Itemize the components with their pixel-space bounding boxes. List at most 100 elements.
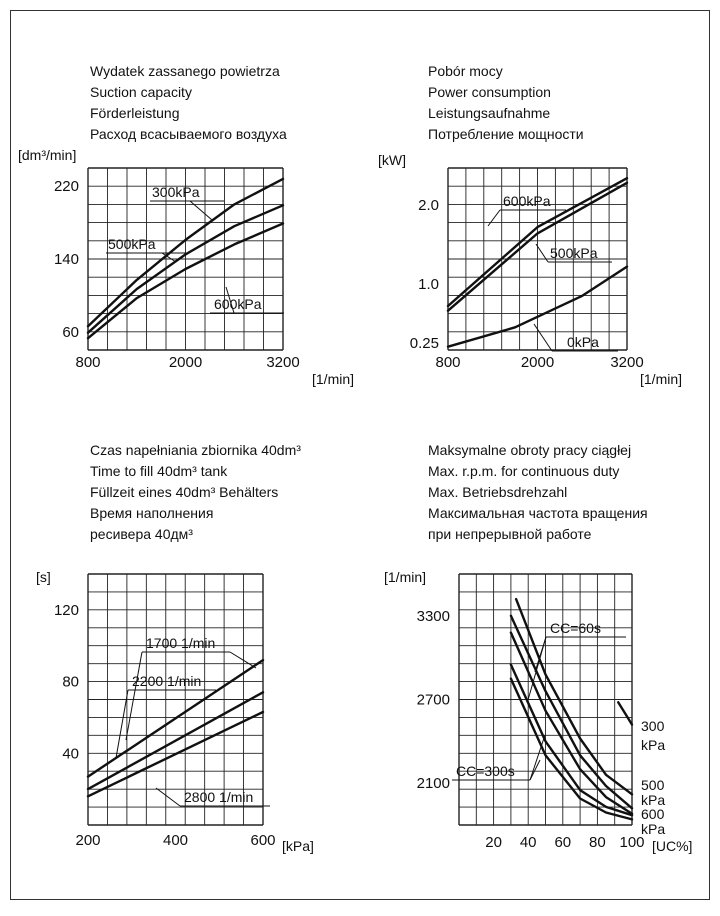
x-tick-label: 3200 bbox=[266, 354, 299, 371]
leader-line bbox=[535, 243, 549, 263]
chart-title-line: Расход всасываемого воздуха bbox=[90, 126, 287, 142]
chart-time-to-fill: Czas napełniania zbiornika 40dm³ Time to… bbox=[36, 442, 314, 854]
chart-title-block: Maksymalne obroty pracy ciągłej Max. r.p… bbox=[428, 442, 648, 542]
y-tick-label: 220 bbox=[54, 178, 79, 195]
chart-title-line: Max. r.p.m. for continuous duty bbox=[428, 463, 619, 479]
chart-power-consumption: Pobór mocy Power consumption Leistungsau… bbox=[378, 63, 682, 387]
y-tick-label: 0.25 bbox=[410, 335, 439, 352]
chart-title-line: Wydatek zassanego powietrza bbox=[90, 63, 280, 79]
series-line bbox=[86, 222, 285, 340]
chart-title-line: Time to fill 40dm³ tank bbox=[90, 463, 228, 479]
series-line bbox=[509, 677, 634, 821]
chart-title-line: Förderleistung bbox=[90, 105, 180, 121]
chart-title-line: Leistungsaufnahme bbox=[428, 105, 550, 121]
tick-labels: 800 2000 3200 60 140 220 bbox=[54, 178, 300, 371]
plot-grid bbox=[458, 573, 633, 826]
series-line bbox=[509, 663, 634, 817]
x-axis-label: [kPa] bbox=[282, 838, 314, 854]
y-axis-label: [kW] bbox=[378, 152, 406, 168]
series-label: 1700 1/min bbox=[146, 635, 215, 651]
series-label: 300kPa bbox=[152, 184, 200, 200]
side-label: kPa bbox=[641, 737, 665, 753]
leader-line bbox=[115, 689, 129, 759]
tick-labels: 800 2000 3200 0.25 1.0 2.0 bbox=[410, 197, 644, 371]
series-line bbox=[446, 265, 629, 348]
series-label: 600kPa bbox=[214, 296, 262, 312]
leader-line bbox=[529, 759, 541, 781]
y-tick-label: 60 bbox=[62, 324, 79, 341]
chart-title-line: Maksymalne obroty pracy ciągłej bbox=[428, 442, 631, 458]
chart-title-line: Power consumption bbox=[428, 84, 551, 100]
chart-title-line: Max. Betriebsdrehzahl bbox=[428, 484, 567, 500]
x-tick-label: 3200 bbox=[610, 354, 643, 371]
pressure-side-labels: 300 kPa 500 kPa 600 kPa bbox=[641, 718, 665, 837]
plot-grid bbox=[87, 573, 264, 826]
chart-title-line: при непрерывной работе bbox=[428, 526, 592, 542]
series-labels: 300kPa 500kPa 600kPa bbox=[106, 184, 284, 314]
x-tick-label: 200 bbox=[75, 832, 100, 849]
series-lines bbox=[509, 597, 634, 821]
y-tick-label: 80 bbox=[62, 674, 79, 691]
y-tick-label: 2700 bbox=[417, 692, 450, 709]
series-line bbox=[86, 204, 285, 334]
series-lines bbox=[86, 177, 285, 340]
leader-line bbox=[529, 734, 546, 781]
side-label: kPa bbox=[641, 792, 665, 808]
chart-title-block: Wydatek zassanego powietrza Suction capa… bbox=[90, 63, 287, 142]
curve-group-label: CC=60s bbox=[550, 620, 601, 636]
leader-line bbox=[189, 200, 213, 221]
series-label: 500kPa bbox=[108, 236, 156, 252]
series-line bbox=[446, 181, 629, 312]
x-tick-label: 40 bbox=[520, 834, 537, 851]
series-line bbox=[86, 177, 285, 328]
series-line bbox=[617, 701, 634, 726]
tick-labels: 20 40 60 80 100 2100 2700 3300 bbox=[417, 608, 645, 851]
chart-max-rpm: Maksymalne obroty pracy ciągłej Max. r.p… bbox=[384, 442, 692, 854]
leader-line bbox=[161, 252, 177, 263]
series-label: 2800 1/min bbox=[184, 789, 253, 805]
y-tick-label: 1.0 bbox=[418, 276, 439, 293]
leader-line bbox=[125, 651, 143, 741]
x-tick-label: 80 bbox=[589, 834, 606, 851]
series-labels: 1700 1/min 2200 1/min 2800 1/min bbox=[128, 635, 270, 807]
side-label: 500 bbox=[641, 777, 665, 793]
y-tick-label: 3300 bbox=[417, 608, 450, 625]
y-axis-label: [1/min] bbox=[384, 569, 426, 585]
chart-title-block: Pobór mocy Power consumption Leistungsau… bbox=[428, 63, 584, 142]
chart-suction-capacity: Wydatek zassanego powietrza Suction capa… bbox=[18, 63, 354, 387]
y-tick-label: 2100 bbox=[417, 775, 450, 792]
series-line bbox=[86, 710, 265, 798]
leader-line bbox=[534, 636, 547, 673]
plot-grid bbox=[447, 167, 628, 351]
series-labels: 600kPa 500kPa 0kPa bbox=[500, 193, 618, 352]
chart-title-block: Czas napełniania zbiornika 40dm³ Time to… bbox=[90, 442, 301, 542]
y-axis-label: [dm³/min] bbox=[18, 147, 76, 163]
leader-line bbox=[229, 651, 257, 669]
x-tick-label: 800 bbox=[75, 354, 100, 371]
chart-title-line: ресивера 40дм³ bbox=[90, 526, 193, 542]
x-axis-label: [UC%] bbox=[652, 838, 692, 854]
series-label: 2200 1/min bbox=[132, 673, 201, 689]
chart-title-line: Pobór mocy bbox=[428, 63, 503, 79]
series-line bbox=[509, 614, 634, 810]
x-tick-label: 60 bbox=[554, 834, 571, 851]
x-tick-label: 100 bbox=[619, 834, 644, 851]
series-label: 0kPa bbox=[567, 334, 599, 350]
x-tick-label: 2000 bbox=[521, 354, 554, 371]
x-tick-label: 800 bbox=[435, 354, 460, 371]
curve-group-label: CC=300s bbox=[456, 763, 515, 779]
x-axis-label: [1/min] bbox=[640, 371, 682, 387]
leader-line bbox=[225, 286, 235, 314]
y-tick-label: 140 bbox=[54, 251, 79, 268]
tick-labels: 200 400 600 40 80 120 bbox=[54, 602, 276, 849]
chart-title-line: Максимальная частота вращения bbox=[428, 505, 648, 521]
x-tick-label: 20 bbox=[485, 834, 502, 851]
x-tick-label: 2000 bbox=[169, 354, 202, 371]
y-tick-label: 40 bbox=[62, 745, 79, 762]
chart-title-line: Потребление мощности bbox=[428, 126, 584, 142]
series-line bbox=[446, 176, 629, 308]
x-axis-label: [1/min] bbox=[312, 371, 354, 387]
series-label: 600kPa bbox=[503, 193, 551, 209]
leader-line bbox=[533, 323, 553, 352]
